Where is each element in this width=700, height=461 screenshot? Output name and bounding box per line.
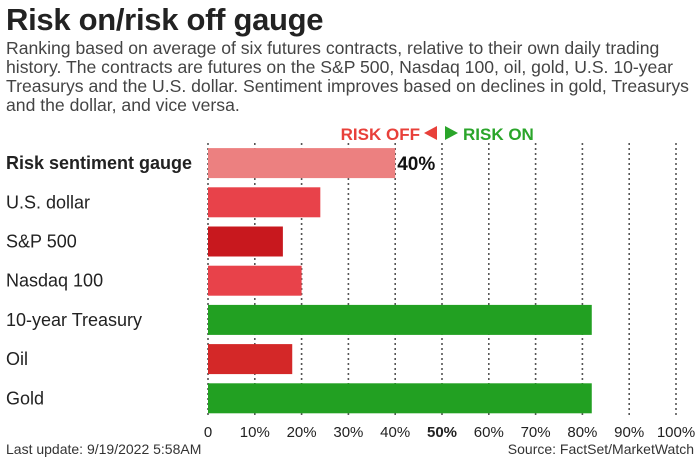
x-tick-label: 70%: [521, 424, 551, 441]
legend-risk-on: RISK ON: [463, 125, 534, 144]
category-label: Risk sentiment gauge: [6, 153, 192, 173]
category-label: Gold: [6, 388, 44, 408]
x-tick-label: 80%: [567, 424, 597, 441]
category-labels: Risk sentiment gauge 40% U.S. dollar S&P 50…: [6, 153, 435, 408]
bar: [208, 148, 396, 179]
x-tick-label: 10%: [240, 424, 270, 441]
bars: [208, 148, 592, 414]
chart-subtitle: Ranking based on average of six futures …: [6, 38, 689, 115]
x-tick-label: 0: [204, 424, 212, 441]
x-tick-label: 50%: [427, 424, 457, 441]
x-tick-label: 30%: [333, 424, 363, 441]
bar: [208, 265, 302, 296]
risk-on-arrow-icon: [445, 126, 458, 140]
x-tick-label: 20%: [287, 424, 317, 441]
x-tick-labels: 0 10% 20% 30% 40% 50% 60% 70% 80% 90% 100%: [204, 424, 695, 441]
category-label: 10-year Treasury: [6, 310, 142, 330]
x-tick-label: 40%: [380, 424, 410, 441]
category-label: Oil: [6, 349, 28, 369]
category-label: S&P 500: [6, 232, 77, 252]
bar: [208, 344, 293, 375]
last-update: Last update: 9/19/2022 5:58AM: [6, 441, 202, 457]
x-tick-label: 60%: [474, 424, 504, 441]
bar: [208, 383, 592, 414]
category-label: Nasdaq 100: [6, 271, 103, 291]
legend-risk-off: RISK OFF: [341, 125, 420, 144]
x-tick-label: 100%: [657, 424, 695, 441]
bar: [208, 304, 592, 335]
data-label: 40%: [397, 154, 435, 175]
category-label: U.S. dollar: [6, 192, 90, 212]
source: Source: FactSet/MarketWatch: [507, 441, 694, 457]
chart-title: Risk on/risk off gauge: [6, 2, 324, 37]
bar: [208, 226, 283, 257]
risk-off-arrow-icon: [424, 126, 437, 140]
bar: [208, 187, 321, 218]
x-tick-label: 90%: [614, 424, 644, 441]
legend: RISK OFF RISK ON: [341, 125, 534, 144]
